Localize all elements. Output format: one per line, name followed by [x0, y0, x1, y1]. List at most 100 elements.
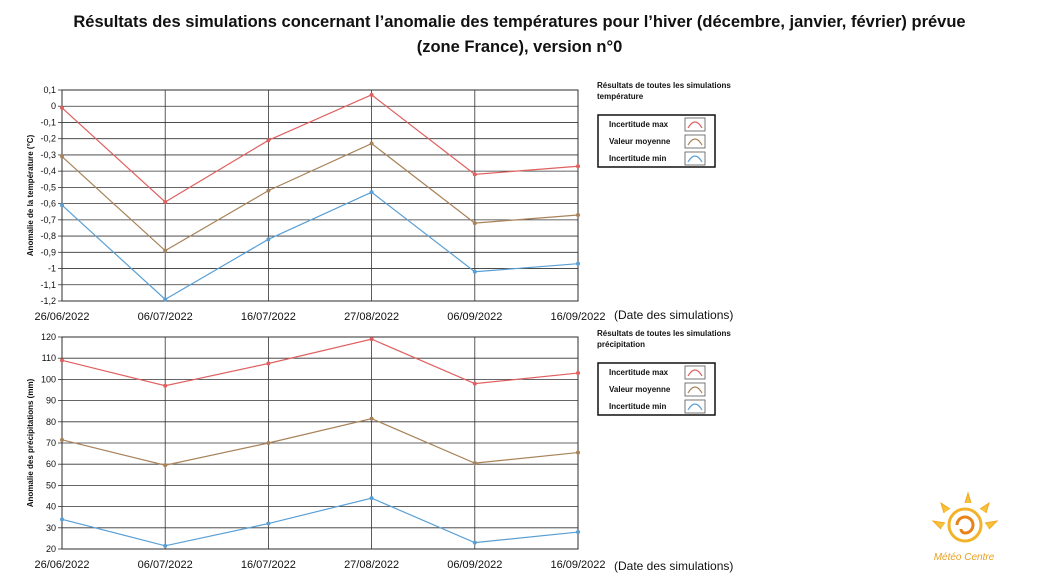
x-axis-title: (Date des simulations)	[614, 308, 733, 322]
data-point	[163, 297, 168, 302]
data-point	[163, 199, 168, 204]
x-tick-label: 06/09/2022	[447, 559, 502, 571]
legend-swatch-line	[687, 155, 703, 163]
y-tick-label: -0,8	[40, 231, 56, 241]
legend-title: précipitation	[597, 340, 645, 349]
legend-swatch-line	[687, 386, 703, 394]
chart-1: 0,1 0 -0,1 -0,2 -0,3 -0,4 -0,5 -0,6 -0,7 -0,8 -0,9…	[26, 81, 733, 323]
legend-swatch	[684, 399, 706, 414]
page-title: Résultats des simulations concernant l’a…	[0, 10, 1039, 60]
page-title-line-1: Résultats des simulations concernant l’a…	[73, 13, 966, 31]
legend-title: Résultats de toutes les simulations	[597, 329, 731, 338]
data-point	[369, 190, 374, 195]
legend-swatch	[684, 151, 706, 166]
y-tick-label: 110	[42, 353, 56, 363]
y-tick-label: -0,5	[40, 182, 56, 192]
x-tick-label: 16/07/2022	[241, 559, 296, 571]
legend-swatch-line	[687, 369, 703, 377]
data-point	[266, 237, 271, 242]
legend-swatch	[684, 382, 706, 397]
x-tick-label: 27/08/2022	[344, 311, 399, 323]
y-tick-label: 20	[46, 544, 56, 554]
x-tick-label: 16/09/2022	[550, 559, 605, 571]
y-tick-label: -0,1	[40, 117, 56, 127]
data-point	[60, 358, 64, 363]
y-tick-label: -0,7	[40, 215, 56, 225]
data-point	[472, 381, 477, 386]
chart-2: 120 110 100 90 80 70 60 50 40 30 20 26/06/2022 06/07…	[26, 329, 733, 573]
legend-label: Incertitude max	[609, 368, 669, 377]
legend-label: Valeur moyenne	[609, 385, 671, 394]
x-tick-label: 06/09/2022	[447, 311, 502, 323]
y-tick-label: -1,1	[40, 280, 56, 290]
data-point	[163, 383, 168, 388]
legend-swatch-line	[687, 138, 703, 146]
y-axis-title: Anomalie de la température (°C)	[26, 134, 35, 256]
legend-title: température	[597, 92, 644, 101]
x-tick-label: 27/08/2022	[344, 559, 399, 571]
x-tick-label: 26/06/2022	[34, 311, 89, 323]
legend-label: Incertitude max	[609, 120, 669, 129]
data-point	[163, 543, 168, 548]
data-point	[266, 441, 271, 445]
data-point	[472, 172, 477, 177]
data-point	[576, 212, 580, 217]
legend-swatch	[684, 365, 706, 380]
y-tick-label: 0	[51, 101, 56, 111]
legend-swatch-line	[687, 403, 703, 411]
y-tick-label: 0,1	[43, 85, 56, 95]
data-point	[472, 221, 477, 226]
data-point	[369, 416, 374, 421]
data-point	[266, 138, 271, 143]
y-tick-label: -1	[48, 264, 56, 274]
data-point	[266, 188, 271, 193]
y-tick-label: 100	[41, 374, 56, 384]
data-point	[369, 337, 374, 342]
y-tick-label: 80	[46, 417, 56, 427]
data-point	[576, 261, 580, 266]
x-tick-label: 06/07/2022	[138, 559, 193, 571]
legend-label: Valeur moyenne	[609, 137, 671, 146]
series-line	[61, 497, 579, 547]
x-axis-title: (Date des simulations)	[614, 559, 733, 573]
data-point	[369, 92, 374, 97]
series-line	[61, 94, 579, 203]
plot-area	[61, 89, 579, 302]
x-tick-label: 16/09/2022	[550, 311, 605, 323]
x-tick-label: 16/07/2022	[241, 311, 296, 323]
data-point	[576, 371, 580, 376]
legend-swatch	[684, 134, 706, 149]
data-point	[266, 361, 271, 366]
data-point	[163, 248, 168, 253]
y-tick-label: -0,6	[40, 199, 56, 209]
data-point	[576, 530, 580, 535]
data-point	[472, 540, 477, 545]
y-tick-label: 60	[46, 459, 56, 469]
y-tick-label: 40	[46, 502, 56, 512]
data-point	[60, 105, 64, 110]
y-tick-label: 50	[46, 480, 56, 490]
data-point	[60, 437, 64, 442]
y-tick-label: -0,4	[40, 166, 56, 176]
data-point	[266, 521, 271, 526]
data-point	[472, 461, 477, 466]
y-tick-label: -0,2	[40, 134, 56, 144]
y-tick-label: 90	[46, 396, 56, 406]
series-line	[61, 191, 579, 301]
y-tick-label: -0,3	[40, 150, 56, 160]
x-tick-label: 26/06/2022	[34, 559, 89, 571]
y-tick-label: -0,9	[40, 247, 56, 257]
data-point	[369, 496, 374, 501]
series-line	[61, 142, 579, 252]
data-point	[163, 463, 168, 468]
series-line	[61, 338, 579, 387]
legend-label: Incertitude min	[609, 402, 666, 411]
page-title-line-2: (zone France), version n°0	[416, 38, 623, 56]
data-point	[576, 164, 580, 169]
data-point	[369, 141, 374, 146]
legend-swatch-line	[687, 121, 703, 129]
data-point	[60, 517, 64, 522]
data-point	[472, 269, 477, 274]
y-axis-title: Anomalie des précipitations (mm)	[26, 378, 35, 507]
